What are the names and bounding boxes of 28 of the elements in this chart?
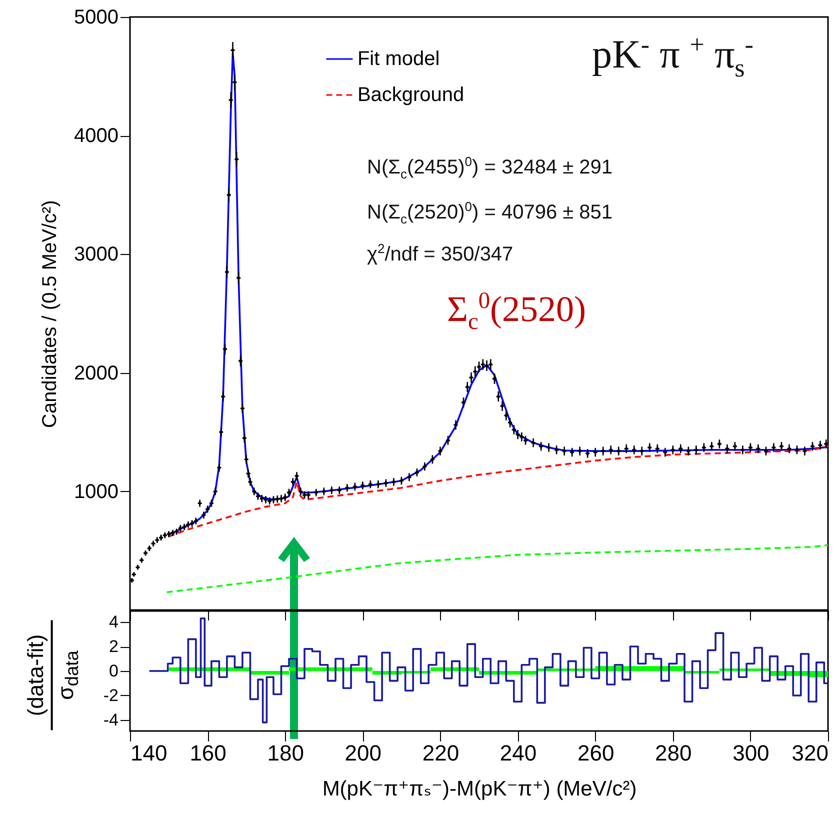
x-tick-label: 140 [130, 740, 168, 766]
y-tick-label: -2 [103, 686, 118, 705]
y-axis-title: Candidates / (0.5 MeV/c²) [39, 200, 62, 428]
x-tick-label: 160 [190, 740, 226, 766]
y-tick-label: -4 [103, 710, 118, 730]
x-tick-label: 240 [500, 740, 537, 766]
x-tick-label: 280 [655, 740, 692, 766]
x-tick-label: 320 [792, 740, 828, 766]
annotation: N(Σ$_{c}$(2520)$^{0}$) = 40796 ± 851 [367, 199, 613, 227]
x-tick-label: 300 [732, 740, 770, 766]
annotation: Σ$_{c}$$^{0}$(2520) [447, 288, 586, 336]
x-tick-label: 180 [267, 740, 304, 766]
legend-label: Background [357, 84, 464, 106]
y-tick-label: 2 [109, 637, 118, 656]
y-tick-label: 3000 [74, 244, 118, 266]
x-tick-label: 220 [422, 740, 460, 766]
annotation: χ$^{2}$/ndf = 350/347 [367, 241, 514, 267]
x-tick-label: 200 [344, 740, 382, 766]
y-tick-label: 2000 [74, 362, 118, 384]
annotation: N(Σ$_{c}$(2455)$^{0}$) = 32484 ± 291 [367, 154, 613, 182]
x-tick-label: 260 [577, 740, 614, 766]
y-tick-label: 4000 [74, 125, 118, 148]
y-tick-label: 4 [109, 612, 118, 632]
x-axis-title: M(pK⁻π⁺πₛ⁻)-M(pK⁻π⁺) (MeV/c²) [322, 778, 637, 800]
legend-label: Fit model [357, 48, 440, 70]
y-tick-label: 5000 [74, 6, 118, 28]
y-tick-label: 1000 [74, 480, 118, 503]
y-tick-label: 0 [109, 662, 118, 680]
